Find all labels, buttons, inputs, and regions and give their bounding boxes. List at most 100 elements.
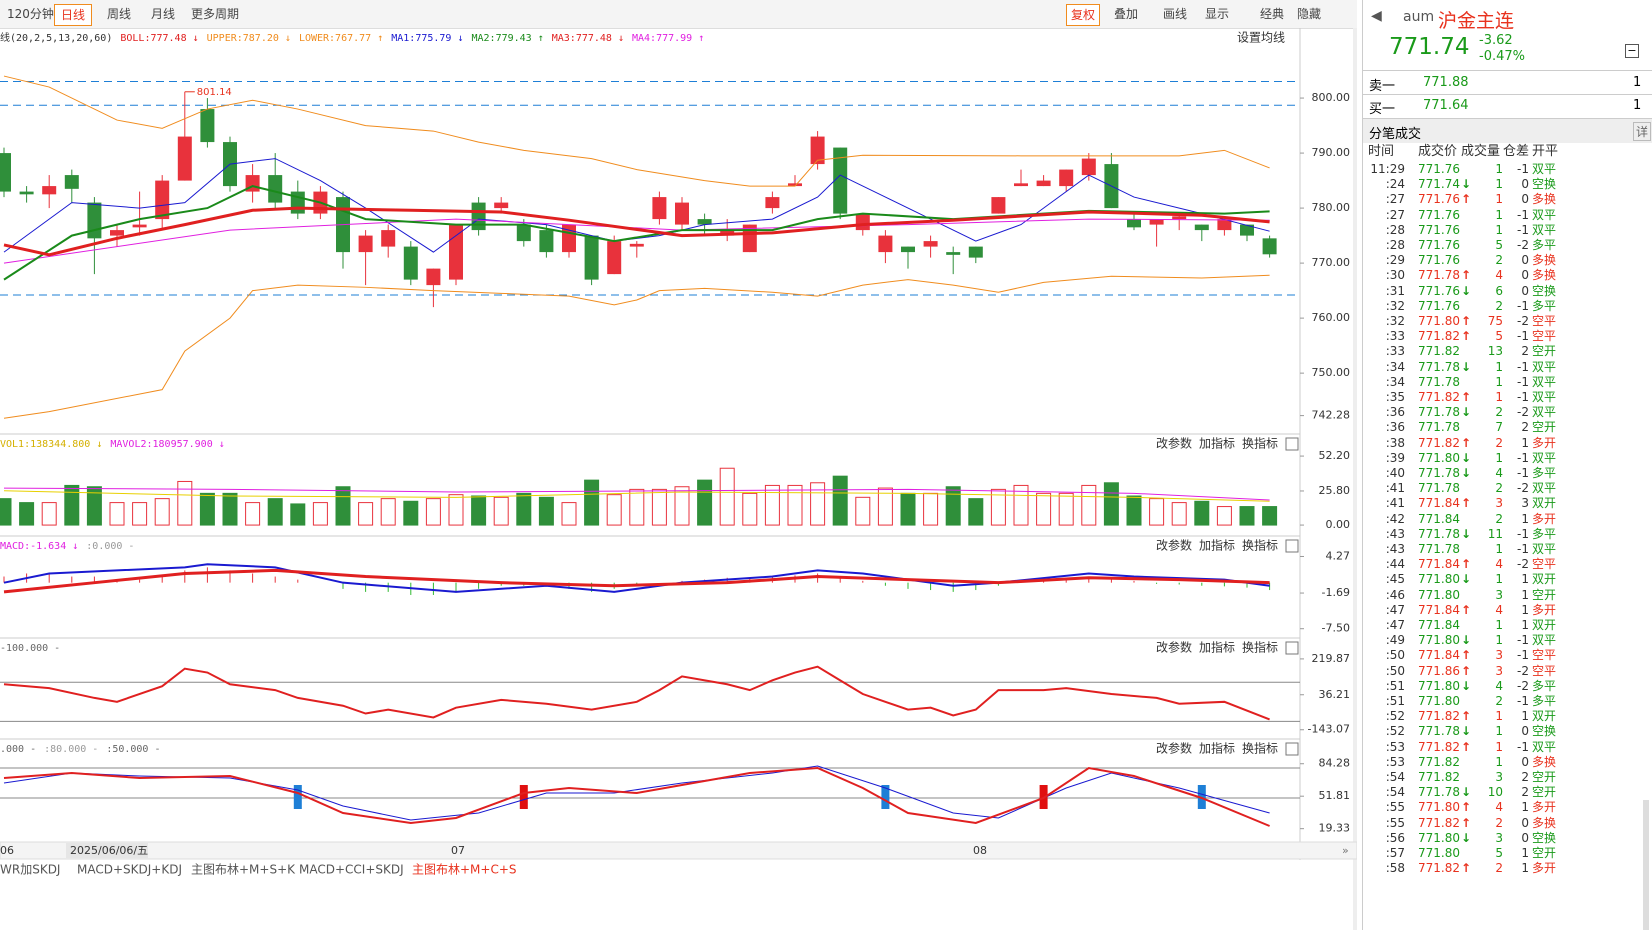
panel-button[interactable]: 改参数 [1156, 741, 1192, 756]
volume-bar [832, 475, 848, 526]
kind: 空开 [1532, 785, 1557, 800]
volume-bar [1239, 506, 1255, 526]
back-arrow[interactable]: ◀ [1371, 8, 1382, 24]
candle-body [403, 246, 418, 280]
period-tab[interactable]: 周线 [107, 7, 132, 21]
volume: 2 [1495, 694, 1503, 708]
bottom-tab[interactable]: MACD+SKDJ+KDJ [77, 863, 182, 877]
arrow: ↓ [1461, 283, 1472, 298]
panel-button[interactable]: 换指标 [1242, 741, 1278, 756]
volume: 4 [1495, 800, 1503, 815]
price: 771.76 [1418, 253, 1460, 268]
candle-body [855, 213, 870, 231]
kind: 多平 [1532, 238, 1557, 252]
volume-bar [471, 495, 487, 526]
time: :32 [1385, 298, 1405, 313]
kind: 双平 [1532, 222, 1557, 237]
set-ma: 设置均线 [1237, 31, 1285, 45]
time: :49 [1385, 633, 1405, 648]
panel-button[interactable]: 换指标 [1242, 436, 1278, 451]
legend-item: 线(20,2,5,13,20,60) [0, 31, 112, 44]
tool-button[interactable]: 复权 [1066, 4, 1101, 26]
kind: 双平 [1532, 207, 1557, 222]
bottom-tab[interactable]: MACD+CCI+SKDJ [299, 863, 404, 877]
scrollbar[interactable] [1643, 800, 1649, 930]
panel-button[interactable]: 换指标 [1242, 640, 1278, 655]
arrow: ↓ [1461, 466, 1472, 480]
tool-button[interactable]: 经典 [1260, 7, 1285, 21]
arrow: ↓ [1461, 830, 1472, 845]
series-line [3, 274, 1270, 419]
price: 771.82 [1418, 770, 1460, 784]
time: :36 [1385, 405, 1405, 420]
candle-body [1262, 238, 1277, 255]
oi-diff: -2 [1517, 663, 1529, 678]
volume-bar [493, 496, 509, 526]
volume-bar [1149, 498, 1165, 526]
trade-row: :50 771.84 ↑ 3 -1 空平 [1363, 648, 1652, 663]
arrow: ↑ [1461, 314, 1472, 328]
volume-bar [335, 486, 351, 526]
price: 771.78 [1418, 785, 1460, 800]
bottom-tab[interactable]: WR加SKDJ [0, 863, 60, 877]
kind: 双开 [1532, 709, 1557, 724]
panel-button[interactable]: 加指标 [1199, 436, 1235, 451]
candle-body [1194, 224, 1209, 231]
period-tab[interactable]: 月线 [151, 7, 176, 21]
panel-button[interactable]: 换指标 [1242, 538, 1278, 553]
quote-panel: ◀ aum 沪金主连 771.74 -3.62 -0.47% − 卖一 771.… [1362, 0, 1652, 930]
volume: 3 [1495, 830, 1503, 845]
time: :34 [1385, 359, 1405, 374]
tool-button[interactable]: 画线 [1163, 7, 1188, 21]
candle-body [1059, 169, 1074, 187]
detail[interactable]: 详 [1633, 122, 1652, 141]
panel-button[interactable]: 加指标 [1199, 640, 1235, 655]
y-tick-label: 219.87 [1312, 652, 1351, 665]
candle-body [177, 136, 192, 181]
volume-bar [719, 467, 735, 526]
time: :45 [1385, 572, 1405, 587]
period-tab[interactable]: 120分钟 [7, 7, 54, 21]
arrow: ↑ [1461, 739, 1472, 754]
oi-diff: -1 [1517, 466, 1529, 480]
period-tab[interactable]: 日线 [54, 4, 93, 26]
panel-button[interactable]: 加指标 [1199, 538, 1235, 553]
kind: 空开 [1532, 846, 1557, 860]
hdr: 成交量 [1461, 144, 1501, 159]
kind: 双平 [1532, 542, 1557, 556]
panel-button[interactable]: 加指标 [1199, 741, 1235, 756]
arrow: ↑ [1461, 435, 1472, 450]
tool-button[interactable]: 显示 [1205, 7, 1230, 21]
time: :28 [1385, 222, 1405, 237]
time: :43 [1385, 526, 1405, 541]
volume: 2 [1495, 511, 1503, 526]
tool-button[interactable]: 隐藏 [1297, 7, 1322, 21]
price: 771.82 [1418, 709, 1460, 724]
panel-button[interactable]: 改参数 [1156, 538, 1192, 553]
candle-body [426, 268, 441, 286]
bottom-tab[interactable]: 主图布林+M+C+S [412, 863, 517, 877]
volume: 4 [1495, 466, 1503, 480]
price: 771.78 [1418, 420, 1460, 435]
volume-bar [1036, 492, 1052, 526]
legend-item: LOWER:767.77 ↑ [299, 33, 383, 44]
kind: 多换 [1532, 253, 1557, 268]
close-box [1285, 641, 1299, 655]
legend-item: MA3:777.48 ↓ [552, 33, 624, 44]
panel-button[interactable]: 改参数 [1156, 436, 1192, 451]
y-tick-label: 742.28 [1312, 409, 1351, 422]
trade-row: :52 771.82 ↑ 1 1 双开 [1363, 709, 1652, 724]
candle-body [1014, 183, 1028, 187]
candle-body [878, 235, 893, 253]
tool-button[interactable]: 叠加 [1114, 7, 1139, 21]
period-tab[interactable]: 更多周期 [191, 7, 240, 21]
bottom-tab[interactable]: 主图布林+M+S+K [191, 863, 296, 877]
oi-diff: 1 [1521, 846, 1529, 860]
candle-body [87, 202, 102, 239]
kind: 双开 [1532, 618, 1557, 632]
oi-diff: -1 [1517, 329, 1529, 344]
oi-diff: 0 [1521, 283, 1529, 298]
panel-button[interactable]: 改参数 [1156, 640, 1192, 655]
volume-bar [855, 496, 871, 526]
collapse[interactable]: − [1625, 44, 1639, 58]
